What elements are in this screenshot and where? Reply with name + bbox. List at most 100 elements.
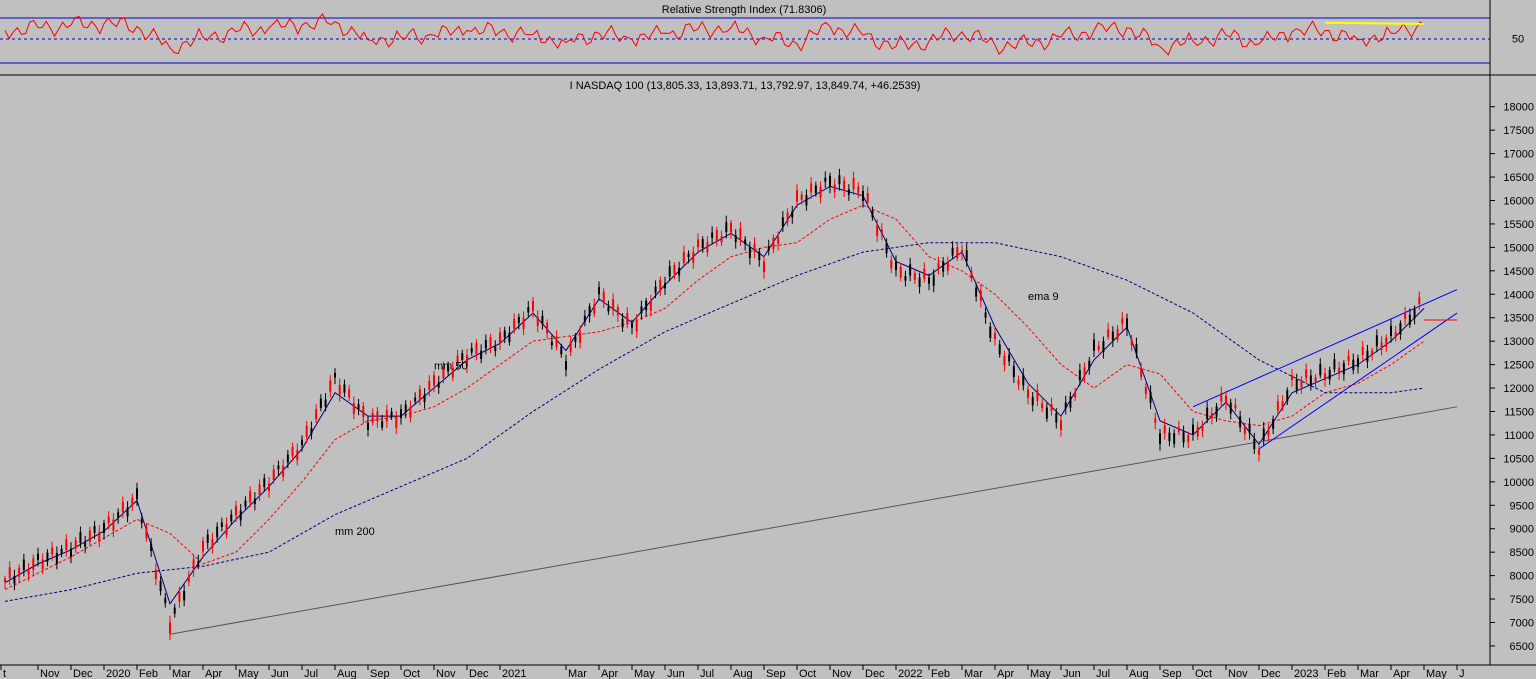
- price-y-axis: 6500 7000 7500 8000 8500 9000 9500 10000 10500 11…: [1490, 102, 1534, 653]
- candle-body: [555, 336, 558, 348]
- candle-body: [946, 261, 949, 271]
- x-tick-label: Sep: [766, 668, 786, 679]
- candle-body: [1050, 404, 1053, 411]
- candle-body: [791, 211, 794, 218]
- candle-body: [409, 406, 412, 418]
- candle-body: [678, 267, 681, 276]
- candle-body: [928, 277, 930, 284]
- candle-body: [852, 178, 855, 190]
- candle-body: [55, 552, 58, 565]
- candle-body: [508, 332, 511, 343]
- candle-body: [22, 559, 25, 570]
- x-tick-label: 2023: [1294, 668, 1318, 679]
- candle-body: [1210, 412, 1213, 419]
- x-tick-label: May: [1030, 668, 1051, 679]
- price-tick-label: 11500: [1504, 406, 1534, 418]
- x-tick-label: Feb: [139, 668, 158, 679]
- candle-body: [659, 279, 662, 292]
- candle-body: [1060, 420, 1062, 431]
- candle-body: [711, 232, 714, 238]
- candle-body: [1097, 346, 1100, 350]
- candle-body: [107, 516, 110, 523]
- candle-body: [1352, 359, 1355, 371]
- candle-body: [437, 382, 440, 388]
- candle-body: [475, 343, 478, 354]
- candle-body: [1083, 367, 1086, 377]
- candle-body: [244, 500, 247, 507]
- x-tick-label: Nov: [436, 668, 456, 679]
- candle-body: [18, 567, 21, 577]
- candle-body: [1272, 418, 1275, 429]
- candle-body: [197, 561, 200, 566]
- candle-body: [1149, 391, 1152, 403]
- candle-body: [1074, 392, 1077, 398]
- candle-body: [494, 346, 497, 352]
- candle-body: [862, 191, 864, 202]
- candle-body: [1064, 402, 1067, 409]
- candle-body: [1220, 392, 1223, 402]
- candle-body: [838, 175, 841, 185]
- candle-body: [319, 398, 322, 409]
- candle-body: [291, 446, 294, 456]
- candle-body: [140, 519, 143, 524]
- candle-body: [1229, 402, 1232, 414]
- candle-body: [517, 316, 520, 324]
- x-tick-label: Mar: [964, 668, 983, 679]
- candle-body: [230, 514, 233, 522]
- candle-body: [1253, 438, 1256, 450]
- candle-body: [814, 185, 817, 194]
- candle-body: [942, 261, 945, 272]
- candle-body: [833, 184, 836, 192]
- candle-body: [206, 534, 209, 543]
- candle-body: [150, 543, 153, 551]
- candle-body: [1413, 308, 1416, 319]
- candle-body: [258, 484, 261, 495]
- annotation-mm-200: mm 200: [335, 526, 375, 538]
- candle-body: [649, 300, 652, 311]
- trendlines: [169, 289, 1458, 635]
- price-tick-label: 17000: [1503, 149, 1534, 161]
- candle-body: [588, 306, 591, 317]
- candle-body: [1342, 363, 1345, 375]
- candle-body: [1088, 360, 1091, 369]
- candle-body: [701, 239, 704, 248]
- x-tick-label: Dec: [469, 668, 489, 679]
- candle-body: [178, 591, 181, 602]
- price-tick-label: 17500: [1503, 125, 1534, 137]
- candle-body: [1078, 370, 1081, 381]
- trendline-1: [1192, 289, 1458, 408]
- candle-body: [423, 394, 426, 403]
- candle-body: [371, 413, 374, 423]
- candle-body: [235, 505, 237, 516]
- candle-body: [565, 361, 567, 370]
- candle-body: [1338, 367, 1341, 374]
- candle-body: [1347, 355, 1350, 361]
- x-tick-label: 2022: [898, 668, 922, 679]
- candle-body: [202, 540, 204, 552]
- candle-body: [640, 306, 643, 314]
- candle-body: [583, 315, 586, 322]
- candle-body: [923, 268, 926, 279]
- price-tick-label: 11000: [1504, 430, 1534, 442]
- price-tick-label: 8500: [1510, 547, 1534, 559]
- candle-body: [1258, 449, 1260, 455]
- candle-body: [390, 411, 393, 418]
- candle-body: [154, 570, 157, 579]
- price-tick-label: 9000: [1510, 524, 1534, 536]
- candle-body: [1196, 426, 1199, 437]
- candle-body: [527, 307, 530, 313]
- candle-body: [131, 497, 134, 506]
- candle-body: [607, 306, 610, 312]
- candle-body: [1366, 350, 1369, 362]
- candle-body: [324, 399, 327, 407]
- annotation-ema-9: ema 9: [1028, 291, 1059, 303]
- candle-body: [357, 404, 360, 409]
- candle-body: [697, 239, 699, 248]
- price-tick-label: 6500: [1510, 641, 1534, 653]
- candle-body: [682, 251, 685, 263]
- candle-body: [1234, 404, 1237, 409]
- x-tick-label: t: [3, 668, 6, 679]
- candle-body: [1375, 335, 1378, 347]
- candle-body: [1036, 390, 1039, 401]
- candle-body: [1017, 380, 1020, 385]
